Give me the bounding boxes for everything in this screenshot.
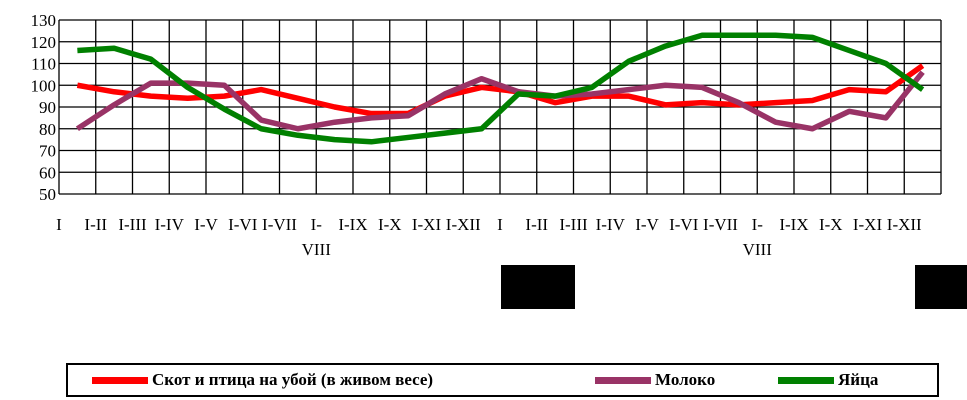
legend-item-livestock: Скот и птица на убой (в живом весе) [92, 365, 433, 395]
series-lines [75, 32, 925, 145]
x-tick-label: I- [311, 215, 323, 234]
x-tick-label: I-VI [228, 215, 258, 234]
black-block [501, 265, 575, 309]
x-tick-label: I-XII [446, 215, 481, 234]
x-tick-label: I-IX [338, 215, 367, 234]
legend-swatch-milk [595, 376, 651, 384]
y-tick-label: 120 [31, 33, 57, 52]
y-tick-label: 130 [31, 11, 57, 30]
legend-swatch-eggs [778, 376, 834, 384]
series-line-1 [75, 70, 925, 132]
x-tick-label: I-XI [853, 215, 883, 234]
legend-label-eggs: Яйца [838, 370, 879, 389]
legend-swatch-livestock [92, 376, 148, 384]
x-tick-label: I-IX [779, 215, 808, 234]
x-tick-label: I-V [635, 215, 659, 234]
x-tick-label: I-VII [262, 215, 297, 234]
x-tick-label: I-III [559, 215, 588, 234]
x-tick-label: I-II [84, 215, 107, 234]
series-line-2 [77, 32, 925, 145]
y-tick-label: 90 [39, 98, 56, 117]
black-block [915, 265, 967, 309]
x-tick-label: I [56, 215, 62, 234]
chart-grid [58, 19, 942, 195]
x-tick-label: I-III [118, 215, 147, 234]
y-axis: 50 60 70 80 90 100 110 120 130 [31, 11, 57, 204]
x-tick-label: I-X [378, 215, 402, 234]
x-tick-label: I-XI [412, 215, 442, 234]
x-tick-label: I-X [819, 215, 843, 234]
x-tick-label: I-II [525, 215, 548, 234]
x-tick-label: I-VII [703, 215, 738, 234]
y-tick-label: 70 [39, 142, 56, 161]
y-tick-label: 100 [31, 76, 57, 95]
x-tick-label: VIII [302, 240, 332, 259]
x-tick-label: I-V [194, 215, 218, 234]
chart-legend: Скот и птица на убой (в живом весе) Моло… [66, 363, 939, 397]
x-tick-label: I-IV [155, 215, 185, 234]
y-tick-label: 110 [31, 55, 56, 74]
x-tick-label: I-VI [669, 215, 699, 234]
legend-item-milk: Молоко [595, 365, 715, 395]
x-tick-label: VIII [743, 240, 773, 259]
legend-label-livestock: Скот и птица на убой (в живом весе) [152, 370, 434, 389]
x-tick-label: I-XII [887, 215, 922, 234]
y-tick-label: 60 [39, 163, 56, 182]
x-tick-label: I- [752, 215, 764, 234]
x-tick-label: I [497, 215, 503, 234]
y-tick-label: 80 [39, 120, 56, 139]
legend-item-eggs: Яйца [778, 365, 878, 395]
series-line-0 [76, 63, 925, 117]
legend-label-milk: Молоко [655, 370, 716, 389]
x-tick-label: I-IV [596, 215, 626, 234]
y-tick-label: 50 [39, 185, 56, 204]
